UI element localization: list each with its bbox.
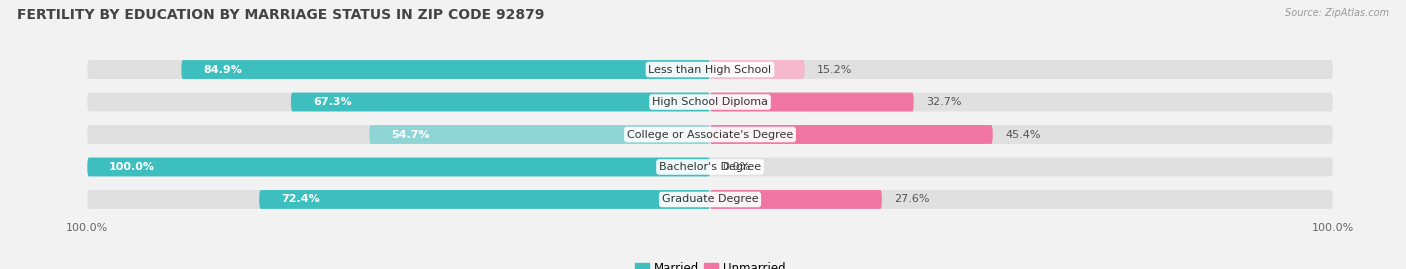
FancyBboxPatch shape — [370, 125, 710, 144]
Text: Source: ZipAtlas.com: Source: ZipAtlas.com — [1285, 8, 1389, 18]
Text: College or Associate's Degree: College or Associate's Degree — [627, 129, 793, 140]
Text: Graduate Degree: Graduate Degree — [662, 194, 758, 204]
Text: 72.4%: 72.4% — [281, 194, 319, 204]
FancyBboxPatch shape — [291, 93, 710, 111]
Text: Less than High School: Less than High School — [648, 65, 772, 75]
Text: 84.9%: 84.9% — [204, 65, 242, 75]
Text: Bachelor's Degree: Bachelor's Degree — [659, 162, 761, 172]
Text: 45.4%: 45.4% — [1005, 129, 1040, 140]
Text: 32.7%: 32.7% — [927, 97, 962, 107]
FancyBboxPatch shape — [87, 158, 710, 176]
Text: 100.0%: 100.0% — [110, 162, 155, 172]
Text: High School Diploma: High School Diploma — [652, 97, 768, 107]
FancyBboxPatch shape — [710, 93, 914, 111]
Text: FERTILITY BY EDUCATION BY MARRIAGE STATUS IN ZIP CODE 92879: FERTILITY BY EDUCATION BY MARRIAGE STATU… — [17, 8, 544, 22]
Text: 27.6%: 27.6% — [894, 194, 929, 204]
Text: 15.2%: 15.2% — [817, 65, 852, 75]
FancyBboxPatch shape — [259, 190, 710, 209]
Text: 54.7%: 54.7% — [391, 129, 430, 140]
FancyBboxPatch shape — [87, 60, 1333, 79]
FancyBboxPatch shape — [87, 158, 1333, 176]
FancyBboxPatch shape — [87, 93, 1333, 111]
Text: 0.0%: 0.0% — [723, 162, 751, 172]
Legend: Married, Unmarried: Married, Unmarried — [630, 258, 790, 269]
Text: 67.3%: 67.3% — [312, 97, 352, 107]
FancyBboxPatch shape — [710, 60, 804, 79]
FancyBboxPatch shape — [181, 60, 710, 79]
FancyBboxPatch shape — [87, 190, 1333, 209]
FancyBboxPatch shape — [87, 125, 1333, 144]
FancyBboxPatch shape — [710, 125, 993, 144]
FancyBboxPatch shape — [710, 190, 882, 209]
